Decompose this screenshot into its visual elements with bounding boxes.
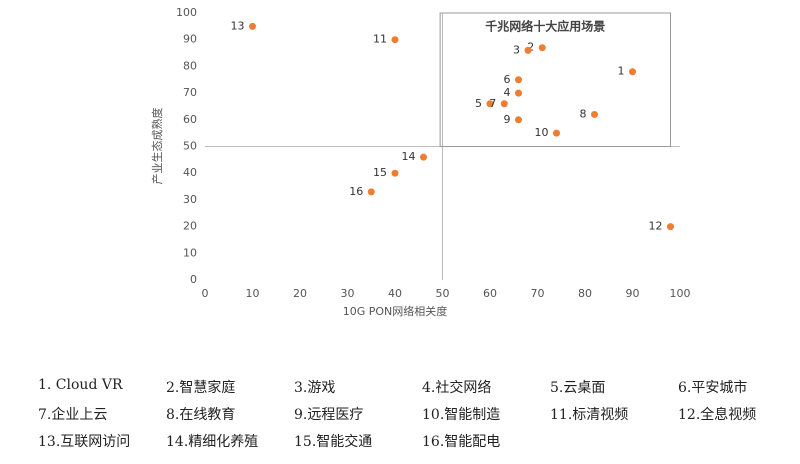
point bbox=[515, 116, 522, 124]
x-axis-label: 10G PON网络相关度 bbox=[343, 304, 448, 318]
point bbox=[391, 169, 399, 177]
point-label: 3 bbox=[513, 43, 520, 56]
point bbox=[629, 68, 636, 76]
legend-item: 12.全息视频 bbox=[678, 407, 757, 423]
x-tick-label: 70 bbox=[531, 287, 545, 300]
y-tick-label: 40 bbox=[183, 166, 197, 179]
legend-item: 15.智能交通 bbox=[294, 434, 373, 450]
x-tick-label: 60 bbox=[483, 287, 497, 300]
point-label: 6 bbox=[504, 73, 511, 86]
legend: 1. Cloud VR 2.智慧家庭 3.游戏 4.社交网络 5.云桌面 6.平安城市 7.… bbox=[38, 377, 800, 451]
point-label: 5 bbox=[475, 97, 482, 110]
point bbox=[524, 46, 532, 54]
y-tick-label: 100 bbox=[176, 6, 197, 19]
point-label: 2 bbox=[527, 41, 534, 54]
legend-item: 6.平安城市 bbox=[678, 380, 748, 396]
legend-item: 13.互联网访问 bbox=[38, 434, 131, 450]
point bbox=[391, 36, 399, 44]
point-label: 16 bbox=[349, 185, 363, 198]
point-label: 1 bbox=[618, 65, 625, 78]
y-tick-label: 90 bbox=[183, 33, 197, 46]
y-tick-label: 20 bbox=[183, 220, 197, 233]
y-tick-label: 10 bbox=[183, 246, 197, 259]
point bbox=[538, 44, 546, 52]
point-label: 8 bbox=[580, 107, 587, 120]
x-tick-label: 30 bbox=[341, 287, 355, 300]
point-label: 13 bbox=[231, 19, 245, 32]
point-label: 14 bbox=[402, 150, 416, 163]
x-tick-label: 0 bbox=[202, 287, 209, 300]
y-axis-label: 产业生态成熟度 bbox=[150, 108, 164, 185]
y-tick-label: 50 bbox=[183, 140, 197, 153]
legend-item: 11.标清视频 bbox=[550, 407, 629, 423]
point bbox=[553, 129, 560, 137]
y-tick-label: 80 bbox=[183, 59, 197, 72]
legend-item: 9.远程医疗 bbox=[294, 407, 364, 423]
y-tick-label: 70 bbox=[183, 86, 197, 99]
point bbox=[486, 100, 494, 108]
point-label: 15 bbox=[373, 166, 387, 179]
legend-item: 14.精细化养殖 bbox=[166, 434, 259, 450]
x-tick-label: 90 bbox=[626, 287, 640, 300]
legend-item: 8.在线教育 bbox=[166, 407, 236, 423]
highlight-title: 千兆网络十大应用场景 bbox=[485, 19, 605, 34]
legend-item: 2.智慧家庭 bbox=[166, 380, 236, 396]
point-label: 9 bbox=[504, 113, 511, 126]
x-tick-label: 50 bbox=[436, 287, 450, 300]
point-label: 4 bbox=[504, 86, 511, 99]
point bbox=[515, 89, 522, 97]
legend-item: 7.企业上云 bbox=[38, 407, 108, 423]
legend-item: 1. Cloud VR bbox=[38, 377, 123, 393]
legend-item: 4.社交网络 bbox=[422, 380, 492, 396]
point-label: 12 bbox=[649, 220, 663, 233]
y-tick-label: 30 bbox=[183, 193, 197, 206]
point-label: 11 bbox=[373, 33, 387, 46]
legend-item: 10.智能制造 bbox=[422, 407, 501, 423]
x-tick-label: 20 bbox=[293, 287, 307, 300]
x-tick-label: 100 bbox=[670, 287, 691, 300]
x-tick-label: 10 bbox=[246, 287, 260, 300]
point bbox=[667, 223, 674, 231]
point bbox=[367, 188, 375, 196]
point-label: 10 bbox=[535, 126, 549, 139]
point bbox=[591, 110, 598, 118]
x-tick-label: 40 bbox=[388, 287, 402, 300]
point bbox=[420, 153, 427, 161]
legend-item: 16.智能配电 bbox=[422, 434, 501, 450]
point bbox=[249, 22, 256, 30]
highlight-box bbox=[439, 12, 671, 147]
chart: 10G PON网络相关度 产业生态成熟度 0102030405060708090… bbox=[150, 6, 691, 318]
point bbox=[500, 100, 508, 108]
point bbox=[515, 76, 522, 84]
x-tick-label: 80 bbox=[578, 287, 592, 300]
point-label: 7 bbox=[489, 97, 496, 110]
y-tick-label: 0 bbox=[190, 273, 197, 286]
legend-item: 3.游戏 bbox=[294, 380, 336, 396]
legend-item: 5.云桌面 bbox=[550, 380, 606, 396]
y-tick-label: 60 bbox=[183, 113, 197, 126]
